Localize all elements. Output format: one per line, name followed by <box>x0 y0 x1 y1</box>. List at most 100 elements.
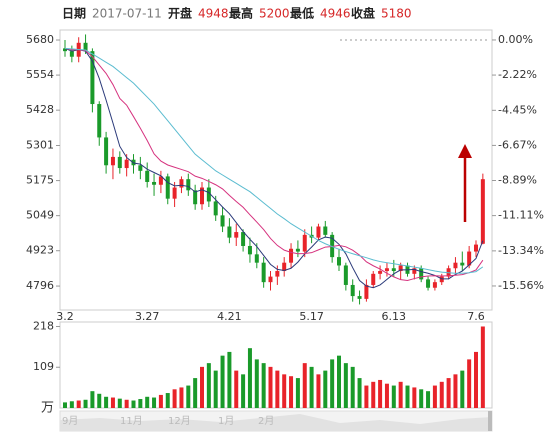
volume-bar <box>227 351 232 408</box>
volume-bar <box>152 397 157 408</box>
x-tick-label: 6.13 <box>382 310 407 323</box>
candle-body <box>179 179 184 188</box>
candle-body <box>412 268 417 274</box>
volume-bar <box>337 355 341 408</box>
candle-body <box>97 104 102 138</box>
volume-bar <box>268 366 273 408</box>
v-tick-label: 109 <box>33 360 54 373</box>
candle-body <box>460 262 465 266</box>
volume-bar <box>172 389 177 408</box>
volume-bar <box>426 391 431 408</box>
candle-body <box>124 159 129 169</box>
candle-body <box>289 248 294 263</box>
candle-body <box>302 234 307 252</box>
y2-tick-label: -2.22% <box>498 68 537 81</box>
volume-bar <box>398 381 403 408</box>
candle-body <box>439 276 444 283</box>
navigator-label: 9月 <box>62 415 78 427</box>
volume-bar <box>432 385 437 408</box>
candle-body <box>350 284 355 297</box>
header-item-value: 5180 <box>381 7 412 21</box>
candle-body <box>384 268 389 272</box>
volume-bar <box>63 402 67 408</box>
volume-bar <box>391 385 396 408</box>
candle-body <box>432 282 437 288</box>
volume-bar <box>446 378 451 408</box>
volume-bar <box>247 348 252 408</box>
volume-bar <box>69 401 74 408</box>
x-tick-label: 7.6 <box>467 310 485 323</box>
y-tick-label: 4796 <box>26 279 54 292</box>
navigator-label: 11月 <box>120 415 143 427</box>
y-tick-label: 5301 <box>26 139 54 152</box>
volume-bar <box>241 374 246 408</box>
candle-body <box>69 51 74 57</box>
volume-bar <box>419 389 424 408</box>
volume-bar <box>104 396 109 408</box>
volume-bar <box>145 396 150 408</box>
header-item-label: 最高 <box>229 6 253 21</box>
candle-body <box>172 187 177 199</box>
volume-bar <box>474 351 478 408</box>
candle-body <box>241 232 246 246</box>
candle-body <box>117 156 122 169</box>
volume-bar <box>405 385 410 408</box>
volume-bar <box>480 326 485 408</box>
volume-bar <box>254 359 259 408</box>
candle-body <box>104 137 109 166</box>
candle-body <box>247 245 252 255</box>
volume-bar <box>76 400 81 408</box>
candle-body <box>268 276 273 283</box>
candle-body <box>110 156 115 166</box>
candle-body <box>213 201 218 216</box>
arrow-head <box>458 144 472 158</box>
candle-body <box>357 296 362 299</box>
candle-body <box>480 179 485 244</box>
candle-body <box>391 268 396 272</box>
candle-body <box>295 248 300 252</box>
header-date: 2017-07-11 <box>92 7 162 21</box>
candle-body <box>261 262 266 283</box>
candle-body <box>343 265 348 285</box>
navigator-label: 1月 <box>218 415 234 427</box>
moving-average <box>64 47 484 289</box>
candle-body <box>186 179 191 191</box>
candle-body <box>426 279 431 288</box>
volume-bar <box>350 366 355 408</box>
volume-bar <box>371 381 376 408</box>
volume-bar <box>117 398 122 408</box>
volume-bar <box>110 397 115 408</box>
candle-body <box>152 181 157 185</box>
y-tick-label: 5049 <box>26 209 54 222</box>
candle-body <box>90 51 95 105</box>
volume-unit: 万 <box>41 401 54 416</box>
volume-bar <box>295 378 300 408</box>
candle-body <box>398 265 403 272</box>
candle-body <box>282 262 287 272</box>
y2-tick-label: -6.67% <box>498 138 537 151</box>
volume-bar <box>384 383 389 408</box>
x-tick-label: 4.21 <box>217 310 242 323</box>
price-frame <box>59 29 493 311</box>
volume-bar <box>302 363 307 408</box>
volume-bar <box>131 400 136 408</box>
volume-bar <box>275 370 280 408</box>
x-tick-label: 3.27 <box>135 310 160 323</box>
volume-bar <box>206 363 211 408</box>
volume-bar <box>138 399 143 408</box>
candle-body <box>206 187 211 202</box>
header-item-value: 4946 <box>320 7 351 21</box>
volume-bar <box>316 374 321 408</box>
volume-bar <box>323 370 328 408</box>
y-tick-label: 4923 <box>26 244 54 257</box>
candle-body <box>254 254 259 263</box>
volume-bar <box>186 385 191 408</box>
volume-bar <box>179 387 184 408</box>
volume-bar <box>343 363 348 408</box>
navigator-label: 12月 <box>168 415 191 427</box>
volume-bar <box>193 378 198 408</box>
x-tick-label: 5.17 <box>299 310 324 323</box>
header-item-value: 4948 <box>198 7 229 21</box>
candle-body <box>330 234 335 258</box>
